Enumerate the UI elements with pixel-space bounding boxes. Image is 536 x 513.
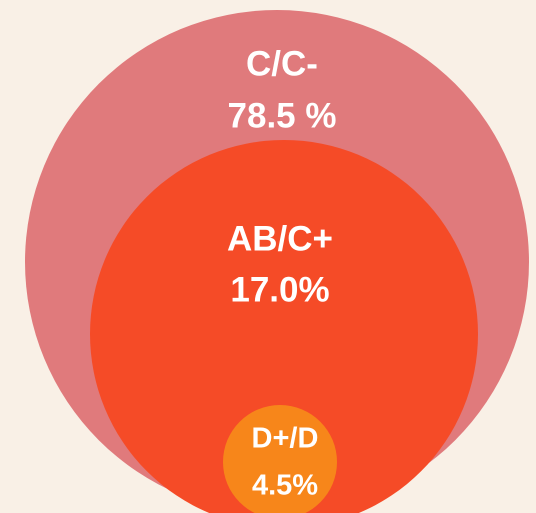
value-label: 17.0% (230, 270, 329, 309)
category-label: AB/C+ (227, 219, 333, 258)
category-label: D+/D (252, 423, 319, 455)
circle (223, 405, 337, 513)
value-label: 4.5% (252, 470, 318, 502)
value-label: 78.5 % (228, 96, 337, 135)
circle (90, 140, 478, 513)
category-label: C/C- (246, 44, 318, 83)
